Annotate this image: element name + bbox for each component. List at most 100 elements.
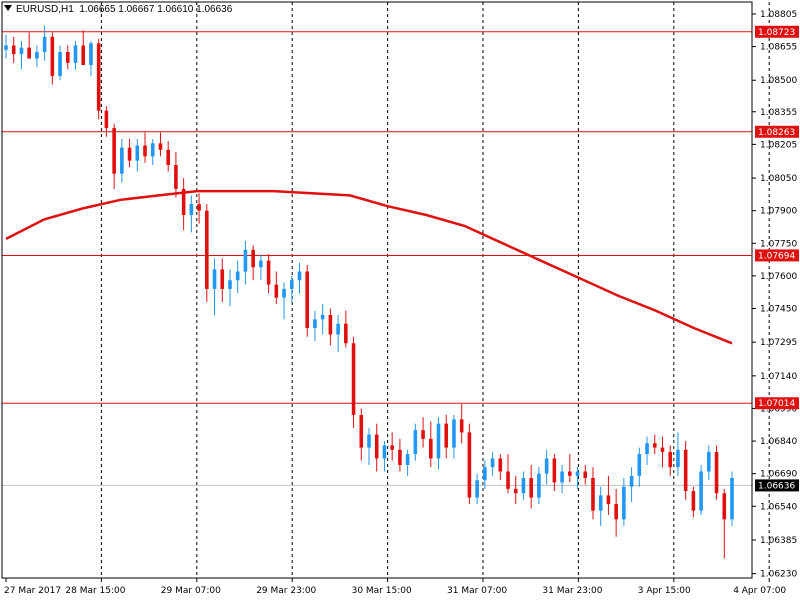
candle-body: [11, 45, 16, 55]
moving-average-line: [5, 189, 733, 345]
candle: [683, 441, 688, 500]
candle: [50, 32, 55, 85]
time-tick-label: 3 Apr 15:00: [638, 586, 691, 596]
price-tick-label: 1.06690: [760, 470, 797, 480]
horizontal-levels[interactable]: [2, 31, 752, 486]
candle-body: [259, 260, 263, 268]
candle-body: [730, 478, 734, 520]
candle: [212, 258, 217, 315]
candle-body: [568, 471, 572, 476]
candle: [452, 414, 456, 459]
candle-body: [81, 45, 86, 66]
candle: [135, 138, 140, 172]
chart-header: EURUSD,H1 1.06665 1.06667 1.06610 1.0663…: [4, 4, 232, 15]
candle: [112, 123, 116, 189]
candle-body: [390, 445, 394, 450]
candle-body: [189, 204, 194, 216]
candle-body: [328, 314, 333, 335]
time-tick-label: 31 Mar 07:00: [447, 586, 507, 596]
candle: [266, 254, 271, 294]
symbol-label: EURUSD,H1: [16, 4, 74, 15]
candle-body: [351, 343, 356, 415]
candle-body: [622, 486, 626, 520]
candle: [158, 132, 163, 157]
candle: [645, 436, 649, 465]
candle: [521, 471, 526, 500]
candle-body: [537, 473, 541, 498]
price-tick-label: 1.08205: [760, 140, 797, 150]
candle-body: [521, 478, 526, 494]
candle-body: [652, 443, 657, 448]
candle: [444, 414, 449, 459]
candle-body: [483, 467, 487, 481]
price-tick-label: 1.07600: [760, 272, 797, 282]
candle: [4, 34, 8, 59]
candle: [668, 445, 673, 476]
candle-body: [475, 480, 479, 498]
candle-body: [89, 43, 93, 66]
candle: [421, 417, 425, 448]
level-price-label: 1.07694: [758, 251, 795, 261]
candle: [652, 434, 657, 455]
candle: [459, 404, 464, 444]
candle-body: [668, 451, 673, 468]
candle-body: [235, 271, 240, 281]
price-tick-label: 1.08500: [760, 76, 797, 86]
time-tick-label: 27 Mar 2017: [4, 586, 61, 596]
candle-body: [320, 314, 325, 320]
price-tick-label: 1.06840: [760, 437, 797, 447]
candle: [676, 432, 680, 476]
candle: [544, 449, 549, 485]
time-axis[interactable]: 27 Mar 2017 28 Mar 15:00 29 Mar 07:00 29 Ma…: [4, 578, 800, 596]
price-tick-label: 1.08805: [760, 10, 797, 20]
candle-body: [73, 45, 78, 63]
candle-body: [166, 149, 170, 166]
time-tick-label: 28 Mar 15:00: [65, 586, 125, 596]
price-tick-label: 1.06230: [760, 570, 797, 580]
candle: [73, 41, 78, 70]
candle: [174, 151, 178, 198]
candle-body: [552, 458, 557, 483]
current-price-tag: [755, 479, 799, 492]
candle: [498, 454, 503, 481]
candle: [104, 106, 109, 137]
candle: [374, 423, 379, 472]
candle-body: [313, 319, 317, 329]
candle-body: [583, 471, 588, 479]
candle-body: [197, 204, 201, 211]
candle-body: [428, 438, 433, 459]
candle-body: [398, 449, 402, 465]
candle: [629, 467, 634, 502]
dropdown-triangle-icon[interactable]: [4, 5, 12, 11]
candle: [691, 486, 696, 518]
candle: [181, 178, 186, 231]
candle-body: [598, 495, 603, 511]
candle-body: [305, 271, 310, 329]
candle: [243, 241, 248, 285]
candle: [552, 454, 557, 492]
candle-body: [683, 449, 688, 492]
candle: [699, 464, 703, 515]
candle-body: [19, 47, 24, 55]
candle: [297, 262, 302, 294]
candle: [359, 408, 364, 461]
candle-body: [444, 423, 449, 448]
candle: [320, 304, 325, 335]
candle-body: [27, 47, 31, 59]
candle-body: [544, 458, 549, 474]
level-price-label: 1.07014: [758, 399, 795, 409]
level-price-label: 1.08723: [758, 28, 795, 38]
candle-body: [660, 447, 665, 452]
candle: [537, 467, 541, 505]
candle: [274, 271, 279, 305]
candle: [220, 258, 225, 302]
price-axis[interactable]: 1.08805 1.08655 1.08500 1.08355 1.08205 1.080…: [752, 10, 799, 580]
candle: [637, 447, 642, 487]
level-price-label: 1.08263: [758, 128, 795, 138]
candle: [197, 193, 201, 224]
candle: [598, 486, 603, 526]
candle: [58, 45, 62, 81]
candle-body: [591, 478, 595, 511]
candle-body: [220, 269, 225, 289]
